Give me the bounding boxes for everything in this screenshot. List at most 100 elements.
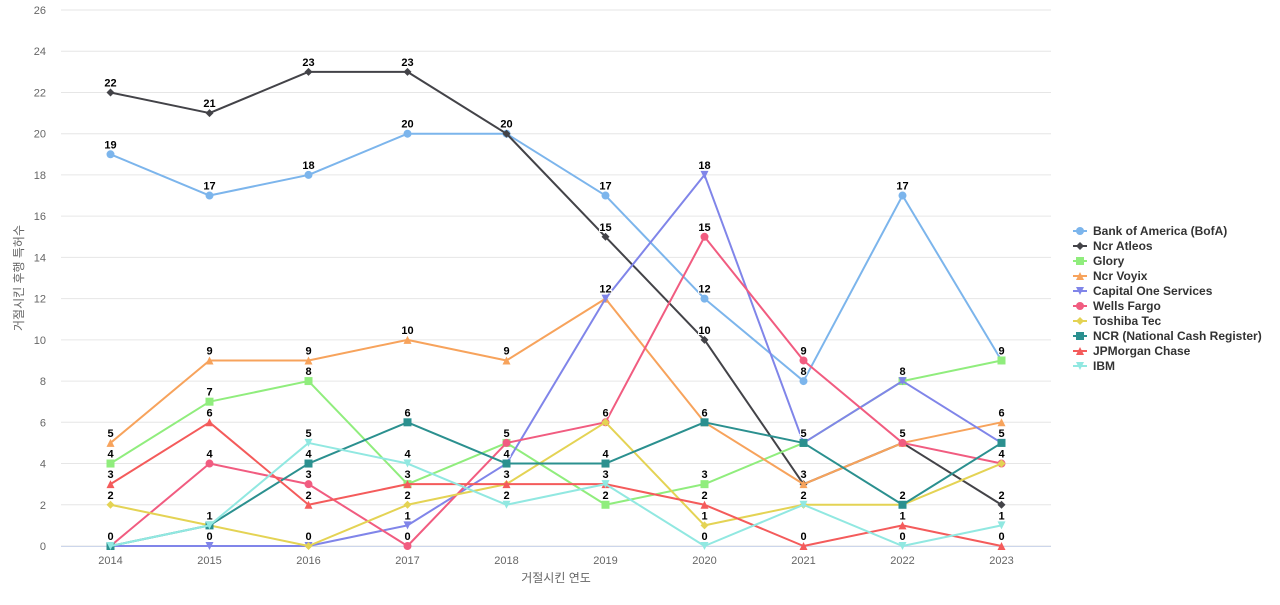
- x-tick-label: 2023: [989, 555, 1013, 567]
- data-label: 10: [401, 325, 413, 337]
- data-label: 0: [800, 531, 806, 543]
- data-label: 5: [800, 428, 806, 440]
- series-lines: [106, 67, 1006, 550]
- data-point: [205, 418, 214, 427]
- series-line: [109, 441, 1003, 547]
- data-label: 1: [206, 510, 212, 522]
- series-line: [109, 173, 1003, 547]
- y-tick-label: 24: [34, 46, 46, 58]
- data-point: [403, 480, 412, 489]
- data-point: [106, 459, 115, 468]
- data-point: [601, 500, 610, 509]
- axes: 거절시킨 연도 거절시킨 후행 특허수 02468101214161820222…: [11, 5, 1051, 585]
- data-label: 2: [800, 490, 806, 502]
- data-label: 1: [701, 510, 707, 522]
- data-label: 0: [305, 531, 311, 543]
- data-point: [502, 480, 511, 489]
- legend-label: Capital One Services: [1093, 284, 1213, 298]
- data-point: [601, 480, 610, 489]
- series-line: [109, 421, 1003, 547]
- data-point: [997, 542, 1006, 550]
- data-label: 5: [503, 428, 509, 440]
- data-point: [106, 542, 115, 550]
- x-tick-label: 2022: [890, 555, 914, 567]
- series-9: [106, 438, 1006, 550]
- legend-marker: [1076, 227, 1084, 235]
- data-label: 0: [305, 531, 311, 543]
- legend-item: Ncr Atleos: [1073, 239, 1153, 253]
- x-tick-label: 2017: [395, 555, 419, 567]
- data-point: [799, 356, 808, 365]
- data-point: [898, 377, 907, 386]
- data-point: [700, 542, 709, 550]
- data-label: 6: [701, 407, 707, 419]
- data-label: 3: [107, 469, 113, 481]
- data-label: 18: [698, 160, 710, 172]
- data-label: 5: [899, 428, 905, 440]
- data-label: 0: [107, 531, 113, 543]
- legend-marker: [1076, 362, 1084, 370]
- data-point: [799, 377, 808, 386]
- data-label: 6: [701, 407, 707, 419]
- data-label: 0: [899, 531, 905, 543]
- data-point: [403, 335, 412, 344]
- data-label: 3: [800, 469, 806, 481]
- data-point: [898, 521, 907, 530]
- series-line: [109, 421, 1003, 547]
- data-label: 5: [800, 428, 806, 440]
- y-tick-label: 6: [40, 417, 46, 429]
- data-label: 2: [503, 490, 509, 502]
- legend-marker: [1076, 287, 1084, 295]
- data-label: 0: [107, 531, 113, 543]
- data-point: [997, 418, 1006, 427]
- y-tick-label: 8: [40, 376, 46, 388]
- data-point: [601, 294, 610, 303]
- y-tick-label: 14: [34, 252, 46, 264]
- data-point: [304, 438, 313, 447]
- data-point: [700, 418, 709, 427]
- y-tick-label: 2: [40, 500, 46, 512]
- data-point: [403, 459, 412, 468]
- data-point: [403, 418, 412, 427]
- data-label: 6: [206, 407, 212, 419]
- data-label: 5: [998, 428, 1004, 440]
- y-tick-label: 20: [34, 129, 46, 141]
- data-point: [502, 500, 511, 509]
- data-label: 4: [107, 449, 114, 461]
- y-tick-label: 16: [34, 211, 46, 223]
- data-label: 2: [899, 490, 905, 502]
- x-axis-title: 거절시킨 연도: [521, 571, 591, 585]
- data-point: [304, 67, 313, 76]
- data-label: 4: [404, 449, 411, 461]
- data-point: [304, 170, 313, 179]
- data-label: 2: [800, 490, 806, 502]
- data-label: 9: [998, 345, 1004, 357]
- data-point: [700, 170, 709, 179]
- data-point: [403, 67, 412, 76]
- data-label: 6: [404, 407, 410, 419]
- data-point: [700, 232, 709, 241]
- series-7: [106, 418, 1006, 550]
- data-point: [799, 500, 808, 509]
- data-point: [898, 500, 907, 509]
- data-label: 5: [998, 428, 1004, 440]
- data-label: 5: [800, 428, 806, 440]
- legend: Bank of America (BofA)Ncr AtleosGloryNcr…: [1073, 224, 1262, 373]
- legend-item: NCR (National Cash Register): [1073, 329, 1262, 343]
- data-label: 8: [899, 366, 905, 378]
- data-label: 2: [998, 490, 1004, 502]
- data-point: [403, 129, 412, 138]
- data-label: 3: [404, 469, 410, 481]
- data-label: 8: [899, 366, 905, 378]
- data-label: 1: [206, 510, 212, 522]
- x-tick-label: 2015: [197, 555, 221, 567]
- data-label: 17: [896, 181, 908, 193]
- data-point: [601, 459, 610, 468]
- x-tick-label: 2014: [98, 555, 122, 567]
- series-line: [109, 132, 1003, 383]
- data-label: 4: [998, 449, 1005, 461]
- data-label: 9: [206, 345, 212, 357]
- data-label: 5: [305, 428, 311, 440]
- legend-label: Ncr Atleos: [1093, 239, 1153, 253]
